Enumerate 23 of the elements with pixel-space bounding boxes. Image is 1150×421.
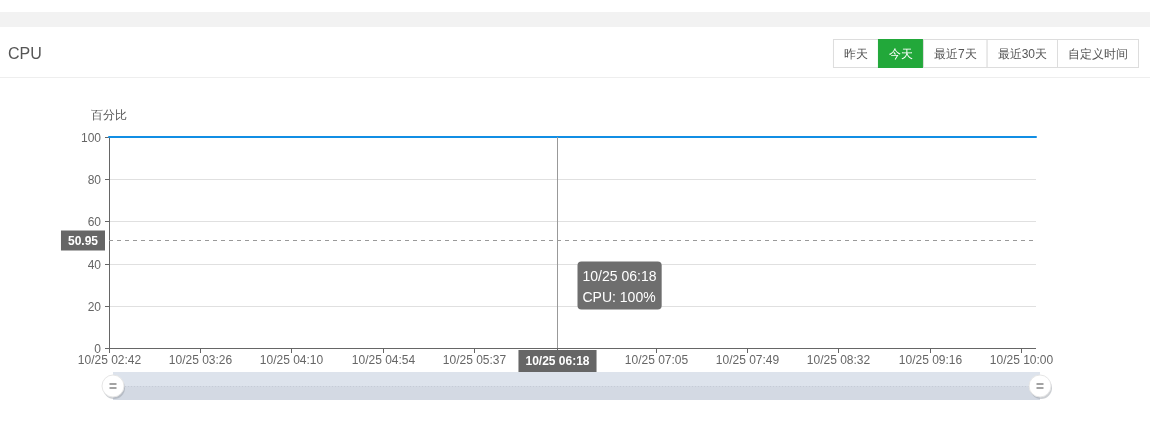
xtick-label: 10/25 08:32 bbox=[806, 353, 871, 367]
ref-line-label: 50.95 bbox=[67, 234, 99, 248]
xtick-label: 10/25 05:37 bbox=[442, 353, 507, 367]
xtick-label: 10/25 10:00 bbox=[989, 353, 1054, 367]
xtick-label: 10/25 03:26 bbox=[168, 353, 233, 367]
ytick-label: 100 bbox=[80, 130, 101, 145]
ytick-label: 60 bbox=[87, 214, 101, 229]
xtick-label: 10/25 04:10 bbox=[259, 353, 324, 367]
ylabel: 百分比 bbox=[91, 108, 127, 122]
xtick-label: 10/25 02:42 bbox=[77, 353, 142, 367]
ytick-label: 0 bbox=[94, 341, 101, 356]
xtick-label: 10/25 07:49 bbox=[715, 353, 780, 367]
pointer-y: 50.95 bbox=[60, 230, 1037, 251]
ytick-label: 40 bbox=[87, 257, 101, 272]
ytick-label: 20 bbox=[87, 299, 101, 314]
title: CPU bbox=[8, 45, 42, 62]
tooltip: 10/25 06:18 CPU: 100% bbox=[577, 261, 662, 310]
xtick-label: 10/25 09:16 bbox=[898, 353, 963, 367]
annotation: 10/25 06:18 CPU: 100% bbox=[582, 267, 657, 305]
xtick-label: 10/25 07:05 bbox=[624, 353, 689, 367]
ytick-label: 80 bbox=[87, 172, 101, 187]
x-tick-label: 10/25 06:18 bbox=[525, 353, 590, 368]
xtick-label: 10/25 04:54 bbox=[351, 353, 416, 367]
